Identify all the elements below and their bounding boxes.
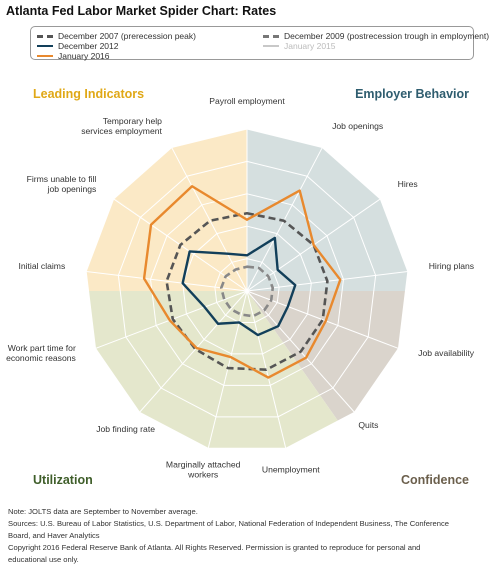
footer-sources-1: Sources: U.S. Bureau of Labor Statistics… xyxy=(8,519,449,528)
legend-swatch xyxy=(37,45,53,47)
axis-label-line: Job finding rate xyxy=(96,424,155,434)
axis-label-line: Unemployment xyxy=(262,465,320,475)
chart-footer: Note: JOLTS data are September to Novemb… xyxy=(8,506,496,566)
axis-label: Hires xyxy=(398,179,418,189)
axis-label: Initial claims xyxy=(18,261,65,271)
axis-label-line: Firms unable to fill xyxy=(27,174,97,184)
legend-label: January 2016 xyxy=(58,51,110,61)
axis-label: Quits xyxy=(358,420,378,430)
quadrant-label: Utilization xyxy=(33,473,93,487)
axis-label-line: Initial claims xyxy=(18,261,65,271)
legend-label: December 2012 xyxy=(58,41,119,51)
legend-label: December 2009 (postrecession trough in e… xyxy=(284,31,490,41)
quadrant-label: Leading Indicators xyxy=(33,87,144,101)
axis-label-line: services employment xyxy=(81,126,162,136)
legend-label: December 2007 (prerecession peak) xyxy=(58,31,196,41)
axis-label-line: Job openings xyxy=(332,121,383,131)
legend-label: January 2015 xyxy=(284,41,336,51)
legend-swatch xyxy=(37,55,53,57)
axis-label-line: job openings xyxy=(47,184,97,194)
legend-item-dec-2007: December 2007 (prerecession peak) xyxy=(37,31,196,41)
series-line-january-2016 xyxy=(142,185,342,379)
grid-ring xyxy=(214,258,280,323)
axis-label: Job openings xyxy=(332,121,383,131)
legend-swatch xyxy=(37,34,53,38)
axis-label-line: Quits xyxy=(358,420,378,430)
axis-label: Temporary help services employment xyxy=(81,116,162,136)
footer-sources-2: Board, and Haver Analytics xyxy=(8,531,100,540)
legend-item-dec-2009: December 2009 (postrecession trough in e… xyxy=(263,31,489,41)
quadrant-sector xyxy=(75,192,247,291)
axis-label-line: workers xyxy=(187,470,218,480)
axis-label-line: Job availability xyxy=(418,348,475,358)
legend-item-jan-2015: January 2015 xyxy=(263,41,336,51)
axis-label-line: economic reasons xyxy=(6,353,76,363)
legend: December 2007 (prerecession peak) Decemb… xyxy=(30,26,489,61)
legend-item-jan-2016: January 2016 xyxy=(37,51,110,61)
series-line-december-2007-prerecession-peak xyxy=(165,211,329,371)
footer-copyright-1: Copyright 2016 Federal Reserve Bank of A… xyxy=(8,543,421,552)
chart-title: Atlanta Fed Labor Market Spider Chart: R… xyxy=(6,4,277,18)
axis-label: Marginally attached workers xyxy=(166,460,241,480)
axis-label: Payroll employment xyxy=(209,96,285,106)
spider-chart: Payroll employment Job openings Hires Hirin… xyxy=(0,64,500,504)
plot-mask xyxy=(0,64,500,504)
grid-spoke xyxy=(139,290,248,413)
axis-label-line: Hiring plans xyxy=(429,261,474,271)
series-line-december-2012 xyxy=(181,236,297,337)
axis-label-line: Work part time for xyxy=(8,343,76,353)
quadrant-label: Employer Behavior xyxy=(355,87,469,101)
quadrant-sector xyxy=(247,119,419,291)
grid-spoke xyxy=(171,147,248,292)
grid-spoke xyxy=(207,290,248,449)
axis-label-line: Marginally attached xyxy=(166,460,241,470)
quadrant-label: Confidence xyxy=(401,473,469,487)
grid-ring xyxy=(182,225,312,355)
quadrant-sector xyxy=(247,291,346,463)
legend-item-dec-2012: December 2012 xyxy=(37,41,118,51)
grid-spoke xyxy=(95,290,248,349)
axis-label: Job availability xyxy=(418,348,475,358)
axis-label: Work part time for economic reasons xyxy=(6,343,76,363)
series-line-december-2009-postrecession-trough-in-employment xyxy=(219,265,275,318)
axis-label: Unemployment xyxy=(262,465,320,475)
legend-swatch xyxy=(263,45,279,47)
quadrant-sector xyxy=(75,291,247,463)
footer-note: Note: JOLTS data are September to Novemb… xyxy=(8,507,198,516)
grid-ring xyxy=(117,160,377,418)
legend-swatch xyxy=(263,34,279,38)
axis-label-line: Payroll employment xyxy=(209,96,285,106)
grid-ring xyxy=(85,128,409,449)
axis-label: Job finding rate xyxy=(96,424,155,434)
grid-ring xyxy=(149,193,345,386)
axis-label: Firms unable to fill job openings xyxy=(27,174,97,194)
axis-label-line: Temporary help xyxy=(103,116,162,126)
axis-label: Hiring plans xyxy=(429,261,474,271)
axis-label-line: Hires xyxy=(398,179,418,189)
